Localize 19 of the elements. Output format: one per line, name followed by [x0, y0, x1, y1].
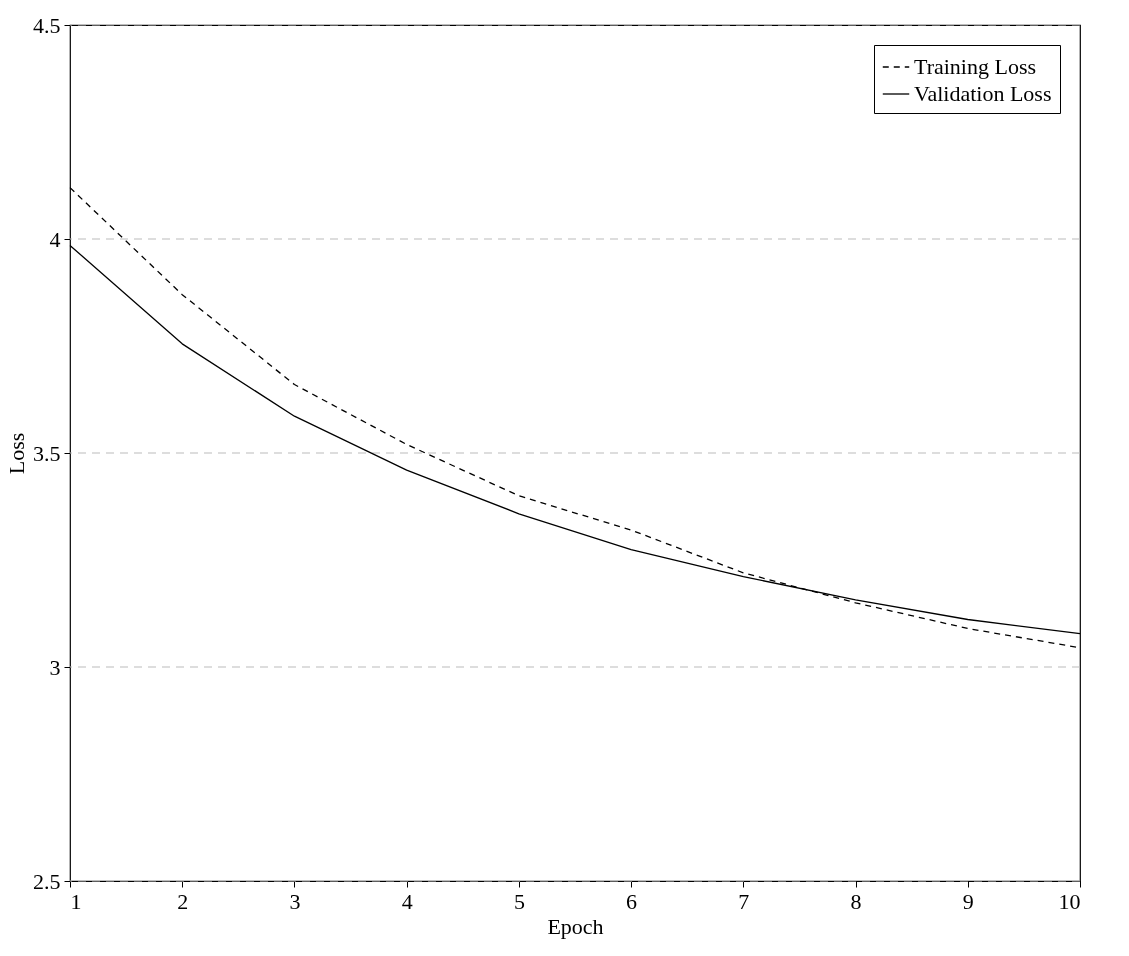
legend-label: Training Loss — [914, 54, 1037, 79]
x-tick-label: 8 — [850, 888, 862, 914]
x-tick-label: 7 — [738, 888, 750, 914]
x-tick-label: 5 — [513, 888, 525, 914]
x-tick-label: 10 — [1058, 888, 1081, 914]
x-tick-label: 6 — [626, 888, 638, 914]
y-tick-label: 2.5 — [33, 868, 61, 894]
y-tick-label: 4.5 — [33, 12, 61, 38]
x-tick-label: 3 — [289, 888, 301, 914]
x-tick-label: 9 — [962, 888, 974, 914]
legend-label: Validation Loss — [914, 81, 1052, 106]
x-tick-label: 1 — [70, 888, 82, 914]
y-tick-label: 3 — [49, 654, 61, 680]
x-axis-title: Epoch — [547, 913, 604, 939]
y-tick-label: 4 — [49, 226, 61, 252]
y-tick-label: 3.5 — [33, 440, 61, 466]
y-axis-title: Loss — [4, 432, 29, 475]
x-tick-label: 2 — [177, 888, 189, 914]
x-tick-label: 4 — [401, 888, 413, 914]
